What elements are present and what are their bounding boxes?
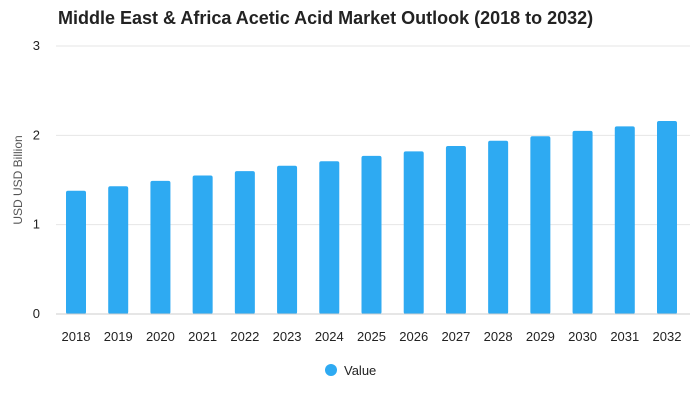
x-tick-label: 2022 [230, 329, 259, 344]
y-axis-label: USD USD Billion [11, 135, 25, 224]
bar-2023[interactable] [277, 165, 298, 314]
y-tick-label: 3 [33, 38, 40, 53]
bar-2020[interactable] [150, 180, 171, 314]
bar-2021[interactable] [192, 175, 213, 314]
x-tick-label: 2026 [399, 329, 428, 344]
bar-2026[interactable] [403, 151, 424, 314]
x-tick-label: 2025 [357, 329, 386, 344]
legend[interactable]: Value [325, 363, 376, 378]
legend-marker [325, 364, 337, 376]
x-tick-label: 2020 [146, 329, 175, 344]
bar-2022[interactable] [234, 171, 255, 314]
bar-2030[interactable] [572, 130, 593, 314]
x-tick-label: 2030 [568, 329, 597, 344]
x-tick-label: 2029 [526, 329, 555, 344]
bars [66, 121, 677, 315]
x-axis-ticks: 2018 2019 2020 2021 2022 2023 2024 2025 2026 2027… [62, 329, 682, 344]
x-tick-label: 2028 [484, 329, 513, 344]
y-tick-label: 2 [33, 127, 40, 142]
bar-2029[interactable] [530, 136, 551, 314]
legend-label-value: Value [344, 363, 376, 378]
y-axis-ticks: 0 1 2 3 [33, 38, 40, 321]
x-tick-label: 2031 [610, 329, 639, 344]
bar-2032[interactable] [657, 121, 677, 314]
y-tick-label: 0 [33, 306, 40, 321]
bar-2028[interactable] [488, 140, 509, 314]
bar-2027[interactable] [445, 146, 466, 314]
x-tick-label: 2024 [315, 329, 344, 344]
bar-2019[interactable] [108, 186, 129, 314]
x-tick-label: 2021 [188, 329, 217, 344]
x-tick-label: 2018 [62, 329, 91, 344]
y-tick-label: 1 [33, 217, 40, 232]
bar-2024[interactable] [319, 161, 340, 314]
x-tick-label: 2032 [653, 329, 682, 344]
bar-2025[interactable] [361, 155, 382, 314]
bar-2031[interactable] [614, 126, 635, 315]
x-tick-label: 2019 [104, 329, 133, 344]
chart-title: Middle East & Africa Acetic Acid Market … [58, 8, 593, 28]
x-tick-label: 2023 [273, 329, 302, 344]
x-tick-label: 2027 [441, 329, 470, 344]
bar-2018[interactable] [66, 190, 86, 314]
